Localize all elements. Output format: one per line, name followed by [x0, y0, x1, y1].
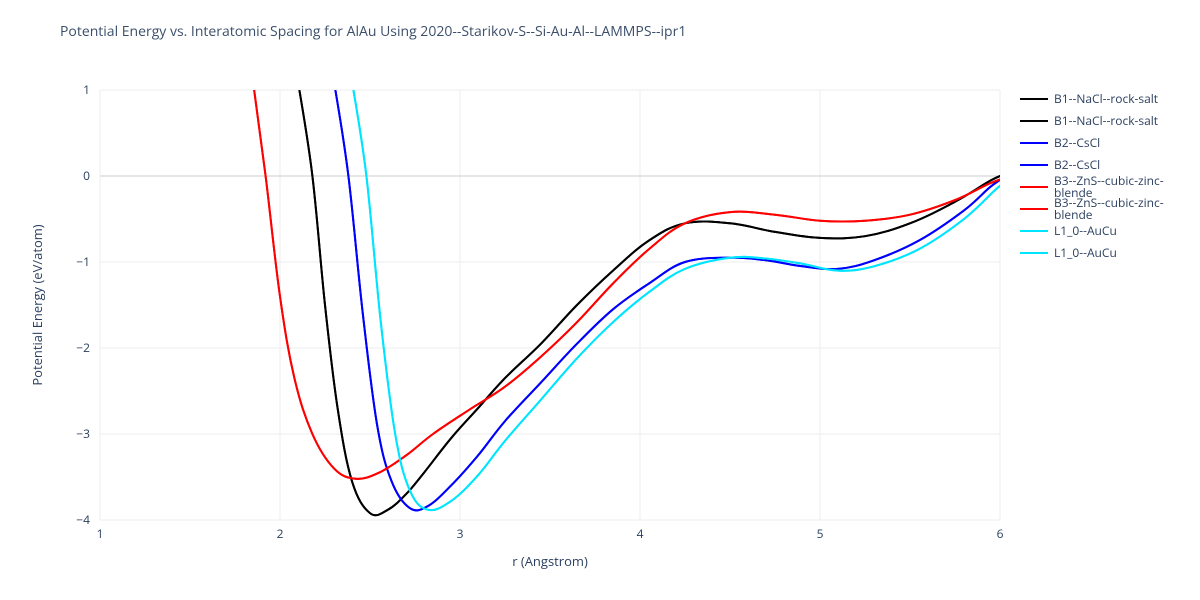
legend[interactable]: B1--NaCl--rock-salt B1--NaCl--rock-salt B2…	[1020, 90, 1200, 266]
x-tick-label: 1	[97, 525, 104, 542]
y-tick-label: −1	[76, 253, 90, 270]
legend-item[interactable]: B1--NaCl--rock-salt	[1020, 90, 1200, 108]
x-axis-label: r (Angstrom)	[100, 552, 1000, 570]
legend-label: L1_0--AuCu	[1054, 247, 1117, 259]
x-tick-label: 2	[277, 525, 284, 542]
y-tick-label: 1	[83, 81, 90, 98]
legend-label: B2--CsCl	[1054, 137, 1100, 149]
x-tick-label: 5	[817, 525, 824, 542]
legend-item[interactable]: B1--NaCl--rock-salt	[1020, 112, 1200, 130]
y-tick-label: 0	[83, 167, 90, 184]
x-tick-label: 3	[457, 525, 464, 542]
legend-swatch	[1020, 98, 1048, 100]
legend-swatch	[1020, 252, 1048, 254]
chart-title: Potential Energy vs. Interatomic Spacing…	[60, 22, 686, 41]
legend-item[interactable]: L1_0--AuCu	[1020, 244, 1200, 262]
plot-area: 123456−4−3−2−101	[100, 90, 1000, 520]
y-tick-label: −2	[76, 339, 90, 356]
legend-label: B1--NaCl--rock-salt	[1054, 115, 1158, 127]
legend-item[interactable]: L1_0--AuCu	[1020, 222, 1200, 240]
y-tick-label: −3	[76, 425, 90, 442]
legend-label: B1--NaCl--rock-salt	[1054, 93, 1158, 105]
axis-layer: 123456−4−3−2−101	[60, 90, 1020, 560]
legend-swatch	[1020, 208, 1048, 210]
legend-swatch	[1020, 120, 1048, 122]
legend-label: B3--ZnS--cubic-zinc-blende	[1054, 197, 1200, 221]
legend-item[interactable]: B2--CsCl	[1020, 134, 1200, 152]
legend-swatch	[1020, 186, 1048, 188]
legend-swatch	[1020, 164, 1048, 166]
x-tick-label: 4	[637, 525, 644, 542]
legend-swatch	[1020, 142, 1048, 144]
legend-item[interactable]: B3--ZnS--cubic-zinc-blende	[1020, 200, 1200, 218]
legend-label: L1_0--AuCu	[1054, 225, 1117, 237]
legend-swatch	[1020, 230, 1048, 232]
y-tick-label: −4	[76, 511, 90, 528]
legend-label: B2--CsCl	[1054, 159, 1100, 171]
y-axis-label: Potential Energy (eV/atom)	[28, 90, 46, 520]
x-tick-label: 6	[997, 525, 1004, 542]
